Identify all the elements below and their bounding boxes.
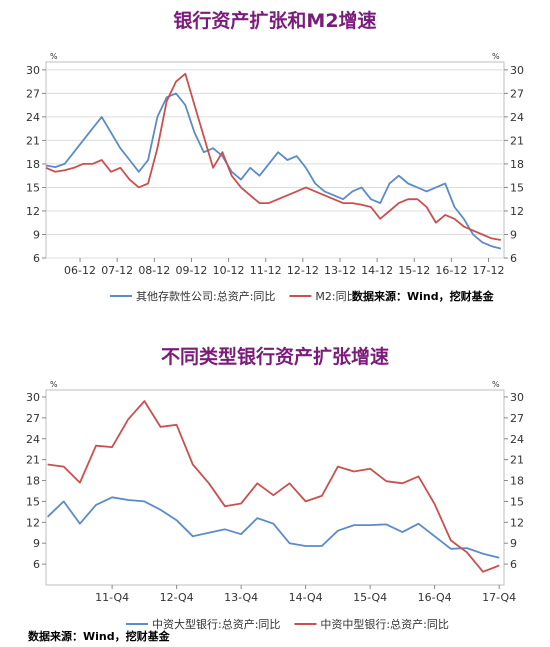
y-tick-label-right: 21 — [510, 134, 524, 147]
x-tick-label: 08-12 — [138, 264, 170, 277]
series-line-1 — [45, 92, 502, 250]
y-tick-label-left: 27 — [26, 87, 40, 100]
x-tick-label: 12-12 — [287, 264, 319, 277]
y-tick-label-left: 9 — [33, 537, 40, 550]
x-tick-label: 11-Q4 — [95, 591, 129, 604]
x-tick-label: 09-12 — [175, 264, 207, 277]
y-tick-label-left: 24 — [26, 111, 40, 124]
bank-asset-m2-chart: 6 6 9 9 12 12 15 15 18 18 21 21 24 24 27 27 30 30% % 06-12 0… — [26, 52, 524, 303]
y-tick-label-left: 15 — [26, 495, 40, 508]
y-tick-label-right: 6 — [510, 558, 517, 571]
x-tick-label: 14-Q4 — [289, 591, 323, 604]
y-tick-label-right: 9 — [510, 537, 517, 550]
legend-label-2: 中资中型银行:总资产:同比 — [320, 617, 448, 631]
y-tick-label-right: 27 — [510, 412, 524, 425]
series-line-2 — [47, 400, 500, 573]
y-tick-label-right: 18 — [510, 475, 524, 488]
y-tick-label-left: 6 — [33, 558, 40, 571]
x-tick-label: 13-12 — [324, 264, 356, 277]
y-unit-left: % — [50, 380, 58, 389]
y-tick-label-left: 21 — [26, 134, 40, 147]
y-tick-label-left: 18 — [26, 475, 40, 488]
x-tick-label: 12-Q4 — [160, 591, 194, 604]
x-tick-label: 17-Q4 — [482, 591, 516, 604]
y-tick-label-left: 9 — [33, 228, 40, 241]
y-tick-label-left: 27 — [26, 412, 40, 425]
series-line-2 — [45, 72, 502, 241]
y-tick-label-right: 18 — [510, 158, 524, 171]
x-tick-label: 15-Q4 — [353, 591, 387, 604]
y-tick-label-right: 15 — [510, 495, 524, 508]
y-tick-label-right: 21 — [510, 454, 524, 467]
x-tick-label: 06-12 — [64, 264, 96, 277]
x-tick-label: 17-12 — [473, 264, 505, 277]
x-tick-label: 07-12 — [101, 264, 133, 277]
x-tick-label: 16-12 — [435, 264, 467, 277]
y-unit-left: % — [50, 52, 58, 61]
legend-label-2: M2:同比 — [315, 290, 357, 303]
y-tick-label-left: 12 — [26, 205, 40, 218]
plot-frame — [45, 389, 505, 586]
y-tick-label-right: 30 — [510, 391, 524, 404]
source-note: 数据来源：Wind，挖财基金 — [352, 289, 495, 303]
chart-title: 银行资产扩张和M2增速 — [173, 10, 377, 32]
plot-frame — [45, 61, 505, 259]
y-tick-label-right: 27 — [510, 87, 524, 100]
y-tick-label-right: 6 — [510, 252, 517, 265]
source-note: 数据来源：Wind，挖财基金 — [28, 629, 171, 643]
bank-type-asset-chart: 6 6 9 9 12 12 15 15 18 18 21 21 24 24 27 27 30 30% % 11-Q4 1… — [26, 380, 524, 643]
y-tick-label-right: 15 — [510, 181, 524, 194]
x-tick-label: 11-12 — [250, 264, 282, 277]
y-tick-label-left: 6 — [33, 252, 40, 265]
legend-label-1: 其他存款性公司:总资产:同比 — [136, 289, 275, 303]
y-unit-right: % — [492, 52, 500, 61]
y-tick-label-left: 30 — [26, 64, 40, 77]
x-tick-label: 14-12 — [361, 264, 393, 277]
y-tick-label-left: 15 — [26, 181, 40, 194]
series-line-1 — [46, 496, 500, 559]
x-tick-label: 16-Q4 — [418, 591, 452, 604]
y-tick-label-left: 12 — [26, 516, 40, 529]
y-tick-label-right: 12 — [510, 205, 524, 218]
chart-title: 不同类型银行资产扩张增速 — [160, 346, 389, 368]
x-tick-label: 10-12 — [213, 264, 245, 277]
y-unit-right: % — [492, 380, 500, 389]
y-tick-label-right: 12 — [510, 516, 524, 529]
y-tick-label-left: 30 — [26, 391, 40, 404]
y-tick-label-right: 30 — [510, 64, 524, 77]
y-tick-label-left: 18 — [26, 158, 40, 171]
x-tick-label: 15-12 — [398, 264, 430, 277]
legend-label-1: 中资大型银行:总资产:同比 — [152, 617, 280, 631]
y-tick-label-left: 24 — [26, 433, 40, 446]
y-tick-label-right: 9 — [510, 228, 517, 241]
y-tick-label-right: 24 — [510, 111, 524, 124]
y-tick-label-right: 24 — [510, 433, 524, 446]
y-tick-label-left: 21 — [26, 454, 40, 467]
x-tick-label: 13-Q4 — [224, 591, 258, 604]
